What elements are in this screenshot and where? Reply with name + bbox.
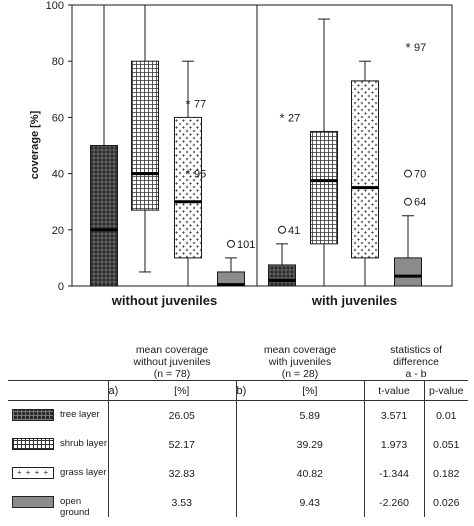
boxplot-chart: 0 20 40 60 80 100 without juveniles with juveni… bbox=[29, 0, 453, 308]
box-body bbox=[310, 130, 338, 245]
legend-shrub: shrub layer bbox=[8, 430, 108, 459]
boxes bbox=[90, 4, 422, 287]
box-shrub-layer bbox=[310, 18, 338, 287]
box-open-ground bbox=[394, 215, 422, 287]
outlier-star-marker: * bbox=[279, 110, 284, 125]
box-body bbox=[268, 264, 296, 287]
box-body bbox=[90, 145, 118, 287]
y-tick-label: 80 bbox=[52, 56, 64, 68]
y-tick-label: 0 bbox=[58, 281, 64, 293]
outlier-star-marker: * bbox=[185, 167, 190, 182]
outlier-star-marker: * bbox=[185, 96, 190, 111]
y-tick-label: 40 bbox=[52, 169, 64, 181]
cell-p: 0.051 bbox=[423, 430, 469, 459]
cell-t: -2.260 bbox=[363, 488, 425, 517]
ground-swatch bbox=[12, 496, 54, 508]
table-row: shrub layer 52.17 39.29 1.973 0.051 bbox=[8, 430, 469, 459]
outlier-circle-marker bbox=[227, 239, 235, 248]
plot-frame bbox=[71, 4, 453, 287]
header-mean-without: mean coverage without juveniles (n = 78) bbox=[133, 344, 211, 380]
y-tick-label: 20 bbox=[52, 225, 64, 237]
table-header-row: mean coverage without juveniles (n = 78)… bbox=[8, 340, 468, 381]
y-tick-label: 100 bbox=[46, 0, 64, 12]
outlier-label: 95 bbox=[194, 169, 206, 181]
statistics-table: mean coverage without juveniles (n = 78)… bbox=[8, 340, 469, 518]
mark-b: b) bbox=[235, 380, 257, 401]
outlier-circle-marker bbox=[404, 169, 412, 178]
cell-t: 1.973 bbox=[363, 430, 425, 459]
mark-a: a) bbox=[107, 380, 128, 401]
box-open-ground bbox=[217, 257, 245, 287]
outlier-circle-marker bbox=[404, 197, 412, 206]
tree-swatch bbox=[12, 409, 54, 421]
shrub-swatch bbox=[12, 438, 54, 450]
cell-a: 26.05 bbox=[128, 400, 237, 430]
outlier-label: 41 bbox=[288, 225, 300, 237]
table-row: + + + + grass layer 32.83 40.82 -1.344 0… bbox=[8, 459, 469, 488]
box-body bbox=[131, 60, 159, 211]
grass-swatch: + + + + bbox=[12, 467, 54, 479]
table-row: tree layer 26.05 5.89 3.571 0.01 bbox=[8, 400, 469, 430]
outlier-star-marker: * bbox=[405, 40, 410, 55]
cell-t: 3.571 bbox=[363, 400, 425, 430]
t-value-header: t-value bbox=[363, 380, 425, 401]
cell-p: 0.182 bbox=[423, 459, 469, 488]
box-grass-layer bbox=[174, 60, 202, 287]
cell-p: 0.026 bbox=[423, 488, 469, 517]
header-mean-with: mean coverage with juveniles (n = 28) bbox=[263, 344, 337, 380]
p-value-header: p-value bbox=[423, 380, 469, 401]
unit-a: [%] bbox=[128, 380, 237, 401]
outlier-label: 70 bbox=[414, 169, 426, 181]
box-body bbox=[174, 116, 202, 259]
outlier-label: 97 bbox=[414, 42, 426, 54]
table-units-row: a) [%] b) [%] t-value p-value bbox=[8, 380, 469, 401]
box-shrub-layer bbox=[131, 4, 159, 273]
box-body bbox=[351, 80, 379, 259]
legend-grass: + + + + grass layer bbox=[8, 459, 108, 488]
box-grass-layer bbox=[351, 60, 379, 287]
box-tree-layer bbox=[268, 243, 296, 287]
axes: 0 20 40 60 80 100 without juveniles with juveni… bbox=[46, 0, 453, 308]
legend-ground: open ground bbox=[8, 488, 108, 518]
cell-a: 32.83 bbox=[168, 467, 195, 480]
group-label: with juveniles bbox=[311, 293, 397, 308]
cell-b: 5.89 bbox=[256, 400, 365, 430]
box-body bbox=[394, 257, 422, 287]
outliers: * 77 * 95 101 * 27 41 * 97 70 64 bbox=[185, 40, 426, 251]
outlier-label: 64 bbox=[414, 197, 426, 209]
cell-p: 0.01 bbox=[423, 400, 469, 430]
outlier-label: 27 bbox=[288, 112, 300, 124]
table-row: open ground 3.53 9.43 -2.260 0.026 bbox=[8, 488, 469, 518]
cell-b: 9.43 bbox=[299, 496, 320, 509]
header-statistics: statistics of difference a - b bbox=[390, 344, 442, 380]
outlier-label: 101 bbox=[237, 239, 255, 251]
y-axis-title: coverage [%] bbox=[29, 110, 41, 179]
cell-b: 40.82 bbox=[296, 467, 323, 480]
outlier-label: 77 bbox=[194, 98, 206, 110]
group-label: without juveniles bbox=[111, 293, 217, 308]
outlier-circle-marker bbox=[278, 225, 286, 234]
legend-tree: tree layer bbox=[8, 400, 108, 430]
unit-b: [%] bbox=[256, 380, 365, 401]
cell-a: 3.53 bbox=[171, 496, 192, 509]
cell-t: -1.344 bbox=[363, 459, 425, 488]
y-tick-label: 60 bbox=[52, 112, 64, 124]
box-tree-layer bbox=[90, 4, 118, 287]
cell-a: 52.17 bbox=[168, 438, 195, 451]
cell-b: 39.29 bbox=[296, 438, 323, 451]
